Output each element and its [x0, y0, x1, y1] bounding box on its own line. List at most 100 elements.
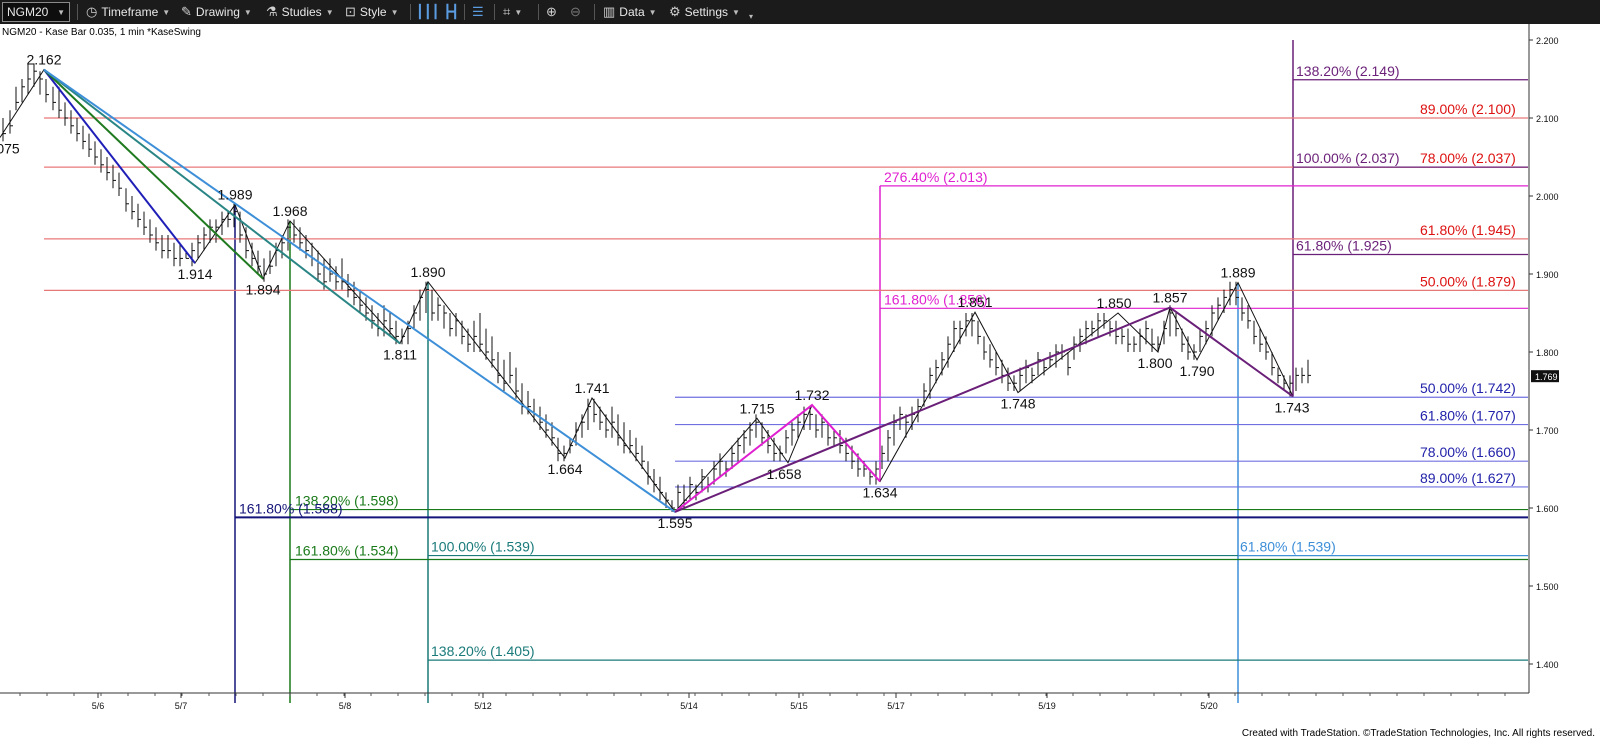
chevron-down-icon: ▼ [243, 7, 252, 17]
zoom-out-icon: ⊖ [570, 4, 581, 19]
data-menu[interactable]: ▥ Data ▼ [603, 0, 657, 24]
fib-level-label: 61.80% (1.925) [1296, 238, 1392, 254]
layout-icon: ☰ [472, 4, 484, 19]
style-menu[interactable]: ⊡ Style ▼ [345, 0, 399, 24]
swing-point-label: 1.851 [957, 294, 992, 310]
fibonacci-levels: 89.00% (2.100) 78.00% (2.037) 61.80% (1.94… [44, 63, 1528, 661]
swing-point-label: 1.894 [245, 282, 280, 298]
swing-line [0, 68, 1294, 513]
swing-point-label: 1.741 [574, 380, 609, 396]
y-tick-label: 1.400 [1536, 660, 1559, 670]
chevron-down-icon: ▼ [57, 7, 65, 17]
y-tick-label: 2.100 [1536, 114, 1559, 124]
crosshair-icon: ⌗ [503, 4, 511, 19]
x-tick-label: 5/20 [1200, 701, 1218, 711]
bar-spacing-buttons[interactable]: ┃┃┃ ┣┫ [416, 0, 459, 24]
drawing-label: Drawing [195, 5, 240, 19]
toolbar-divider [594, 4, 595, 20]
swing-point-label: 1.658 [766, 466, 801, 482]
fib-level-label: 100.00% (1.539) [431, 539, 535, 555]
more-menu[interactable]: ▾ [749, 4, 753, 28]
timeframe-label: Timeframe [101, 5, 159, 19]
swing-point-label: 1.664 [547, 461, 582, 477]
swing-point-label: 1.790 [1179, 363, 1214, 379]
settings-menu[interactable]: ⚙ Settings ▼ [669, 0, 740, 24]
zoom-in-button[interactable]: ⊕ [546, 0, 557, 24]
fib-level-label: 50.00% (1.742) [1420, 380, 1516, 396]
chevron-down-icon: ▼ [648, 7, 657, 17]
gear-icon: ⚙ [669, 4, 681, 19]
swing-line [43, 68, 401, 345]
y-tick-label: 2.200 [1536, 36, 1559, 46]
chevron-down-icon: ▼ [162, 7, 171, 17]
fib-level-label: 78.00% (2.037) [1420, 150, 1516, 166]
flask-icon: ⚗ [266, 4, 278, 19]
pencil-icon: ✎ [181, 4, 192, 19]
swing-point-label: 2.162 [26, 52, 61, 68]
x-tick-label: 5/14 [680, 701, 698, 711]
chevron-down-icon: ▼ [732, 7, 740, 17]
chart-title: NGM20 - Kase Bar 0.035, 1 min *KaseSwing [2, 27, 201, 38]
fib-level-label: 161.80% (1.856) [884, 291, 988, 307]
y-tick-label: 1.600 [1536, 504, 1559, 514]
x-tick-label: 5/12 [474, 701, 492, 711]
swing-point-label: 1.743 [1274, 399, 1309, 415]
fib-level-label: 78.00% (1.660) [1420, 444, 1516, 460]
swing-point-labels: 2.162 075 1.914 1.989 1.894 1.968 1.811 1.890 1.… [0, 52, 1310, 531]
swing-line [674, 306, 1294, 513]
toolbar-divider [494, 4, 495, 20]
studies-menu[interactable]: ⚗ Studies ▼ [266, 0, 334, 24]
settings-label: Settings [684, 5, 729, 19]
swing-lines [0, 68, 1294, 513]
fib-level-label: 61.80% (1.945) [1420, 222, 1516, 238]
last-price-marker [1531, 370, 1559, 383]
layout-button[interactable]: ☰ [472, 0, 484, 24]
fib-level-label: 138.20% (1.405) [431, 643, 535, 659]
toolbar-divider [464, 4, 465, 20]
swing-point-label: 1.732 [794, 387, 829, 403]
timeframe-menu[interactable]: ◷ Timeframe ▼ [86, 0, 170, 24]
swing-point-label: 1.595 [657, 515, 692, 531]
fib-level-label: 61.80% (1.539) [1240, 539, 1336, 555]
swing-point-label: 1.811 [383, 346, 417, 362]
retracement-verticals [234, 40, 1294, 703]
swing-line [43, 68, 676, 513]
y-tick-label: 1.900 [1536, 270, 1559, 280]
swing-point-label: 1.889 [1220, 265, 1255, 281]
increase-spacing-icon[interactable]: ┣┫ [443, 4, 460, 19]
swing-line [674, 403, 881, 513]
drawing-menu[interactable]: ✎ Drawing ▼ [181, 0, 252, 24]
toolbar: NGM20 ▼ ◷ Timeframe ▼ ✎ Drawing ▼ ⚗ Stud… [0, 0, 1600, 24]
bar-chart-icon: ▥ [603, 4, 616, 19]
swing-point-label: 1.748 [1000, 396, 1035, 412]
swing-point-label: 1.715 [739, 400, 774, 416]
swing-point-label: 1.634 [862, 484, 897, 500]
symbol-selector[interactable]: NGM20 ▼ [2, 2, 70, 22]
y-tick-label: 1.700 [1536, 426, 1559, 436]
zoom-out-button[interactable]: ⊖ [570, 0, 581, 24]
fib-level-label: 138.20% (1.598) [295, 493, 399, 509]
style-label: Style [359, 5, 387, 19]
fib-level-label: 161.80% (1.534) [295, 542, 399, 558]
price-bars [2, 63, 1311, 512]
fib-level-label: 89.00% (1.627) [1420, 470, 1516, 486]
swing-point-label: 1.989 [217, 187, 252, 203]
style-icon: ⊡ [345, 4, 356, 19]
x-tick-label: 5/15 [790, 701, 808, 711]
x-tick-label: 5/8 [339, 701, 352, 711]
swing-point-label: 1.800 [1137, 355, 1172, 371]
x-tick-label: 5/19 [1038, 701, 1056, 711]
copyright-footer: Created with TradeStation. ©TradeStation… [1242, 728, 1595, 739]
swing-point-label: 1.857 [1152, 290, 1187, 306]
fib-level-label: 138.20% (2.149) [1296, 63, 1400, 79]
x-tick-label: 5/7 [175, 701, 188, 711]
chevron-down-icon: ▼ [514, 7, 523, 17]
swing-point-label: 075 [0, 141, 20, 157]
fib-level-label: 100.00% (2.037) [1296, 150, 1400, 166]
price-chart[interactable]: NGM20 - Kase Bar 0.035, 1 min *KaseSwing… [0, 24, 1600, 741]
swing-line [43, 69, 196, 264]
crosshair-menu[interactable]: ⌗ ▼ [503, 0, 522, 24]
chevron-down-icon: ▼ [325, 7, 334, 17]
decrease-spacing-icon[interactable]: ┃┃┃ [416, 4, 440, 19]
chevron-down-icon: ▾ [749, 11, 754, 21]
